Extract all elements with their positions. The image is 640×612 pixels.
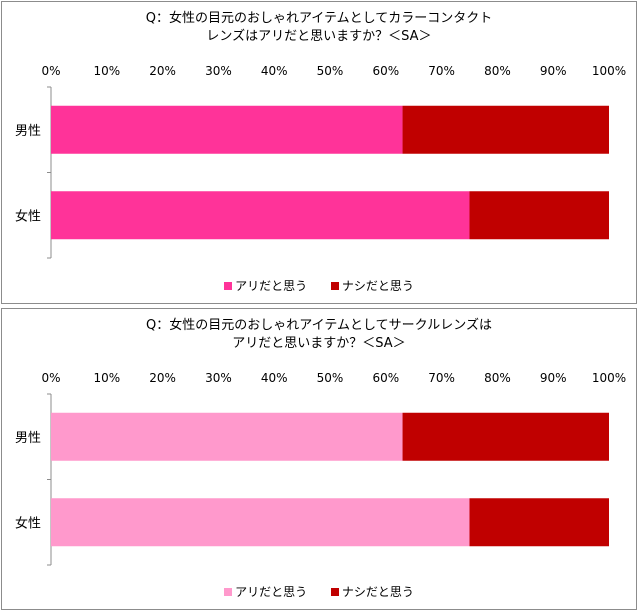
chart-2-x-tick-label: 60% <box>372 371 399 385</box>
chart-2-title-line-1: Q：女性の目元のおしゃれアイテムとしてサークルレンズは <box>146 318 492 333</box>
chart-1-x-tick-label: 20% <box>149 64 176 78</box>
chart-1-legend-item-1: アリだと思う <box>224 277 307 294</box>
chart-1-x-tick-label: 100% <box>592 64 626 78</box>
chart-1-title-line-2: レンズはアリだと思いますか？＜SA＞ <box>206 29 432 44</box>
chart-2-bar-1-series-2 <box>402 412 609 461</box>
chart-2-legend-label-2: ナシだと思う <box>341 585 414 599</box>
chart-1-legend-swatch-1 <box>224 281 233 290</box>
chart-2-x-tick-label: 90% <box>540 371 567 385</box>
chart-2-x-tick-label: 40% <box>261 371 288 385</box>
chart-1-x-tick-label: 0% <box>41 64 60 78</box>
chart-2-x-tick-label: 70% <box>428 371 455 385</box>
chart-2-legend-swatch-1 <box>224 587 233 596</box>
chart-1-x-tick-label: 40% <box>261 64 288 78</box>
chart-2-legend-swatch-2 <box>330 587 339 596</box>
chart-1-x-tick-label: 70% <box>428 64 455 78</box>
chart-panel-2: Q：女性の目元のおしゃれアイテムとしてサークルレンズは アリだと思いますか？＜S… <box>1 308 637 610</box>
chart-1-bar-2-series-2 <box>469 191 609 240</box>
chart-2-title-line-2: アリだと思いますか？＜SA＞ <box>232 336 406 351</box>
chart-1-x-tick-label: 30% <box>205 64 232 78</box>
chart-1-legend-label-2: ナシだと思う <box>341 279 414 293</box>
chart-1-bar-1-series-1 <box>51 105 403 154</box>
chart-2-title: Q：女性の目元のおしゃれアイテムとしてサークルレンズは アリだと思いますか？＜S… <box>2 317 636 353</box>
chart-1-title-line-1: Q：女性の目元のおしゃれアイテムとしてカラーコンタクト <box>145 11 493 26</box>
chart-2-legend-item-1: アリだと思う <box>224 583 307 600</box>
chart-2-bar-2-series-2 <box>469 498 609 547</box>
chart-2-legend-label-1: アリだと思う <box>235 585 308 599</box>
chart-1-title: Q：女性の目元のおしゃれアイテムとしてカラーコンタクト レンズはアリだと思います… <box>2 10 636 46</box>
chart-1-category-label: 女性 <box>15 208 41 224</box>
chart-1-x-tick-label: 80% <box>484 64 511 78</box>
chart-1-legend-swatch-2 <box>330 281 339 290</box>
chart-1-x-tick-label: 90% <box>540 64 567 78</box>
chart-1-legend-item-2: ナシだと思う <box>330 277 414 294</box>
chart-2-x-tick-label: 0% <box>41 371 60 385</box>
chart-1-bar-1-series-2 <box>402 105 609 154</box>
chart-2-x-tick-label: 30% <box>205 371 232 385</box>
chart-2-bar-2-series-1 <box>51 498 470 547</box>
chart-panel-1: Q：女性の目元のおしゃれアイテムとしてカラーコンタクト レンズはアリだと思います… <box>1 1 637 304</box>
chart-2-bar-1-series-1 <box>51 412 403 461</box>
chart-2-category-label: 女性 <box>15 515 41 531</box>
chart-2-category-label: 男性 <box>15 431 41 446</box>
chart-2-legend: アリだと思う ナシだと思う <box>2 583 636 600</box>
chart-1-legend: アリだと思う ナシだと思う <box>2 277 636 294</box>
chart-2-x-tick-label: 10% <box>93 371 120 385</box>
chart-1-bar-2-series-1 <box>51 191 470 240</box>
chart-1-x-tick-label: 10% <box>93 64 120 78</box>
chart-1-category-label: 男性 <box>15 124 41 139</box>
chart-1-x-tick-label: 50% <box>317 64 344 78</box>
chart-2-x-tick-label: 20% <box>149 371 176 385</box>
chart-2-x-tick-label: 100% <box>592 371 626 385</box>
chart-1-x-tick-label: 60% <box>372 64 399 78</box>
chart-2-x-tick-label: 80% <box>484 371 511 385</box>
chart-2-x-tick-label: 50% <box>317 371 344 385</box>
chart-2-legend-item-2: ナシだと思う <box>330 583 414 600</box>
chart-1-legend-label-1: アリだと思う <box>235 279 308 293</box>
